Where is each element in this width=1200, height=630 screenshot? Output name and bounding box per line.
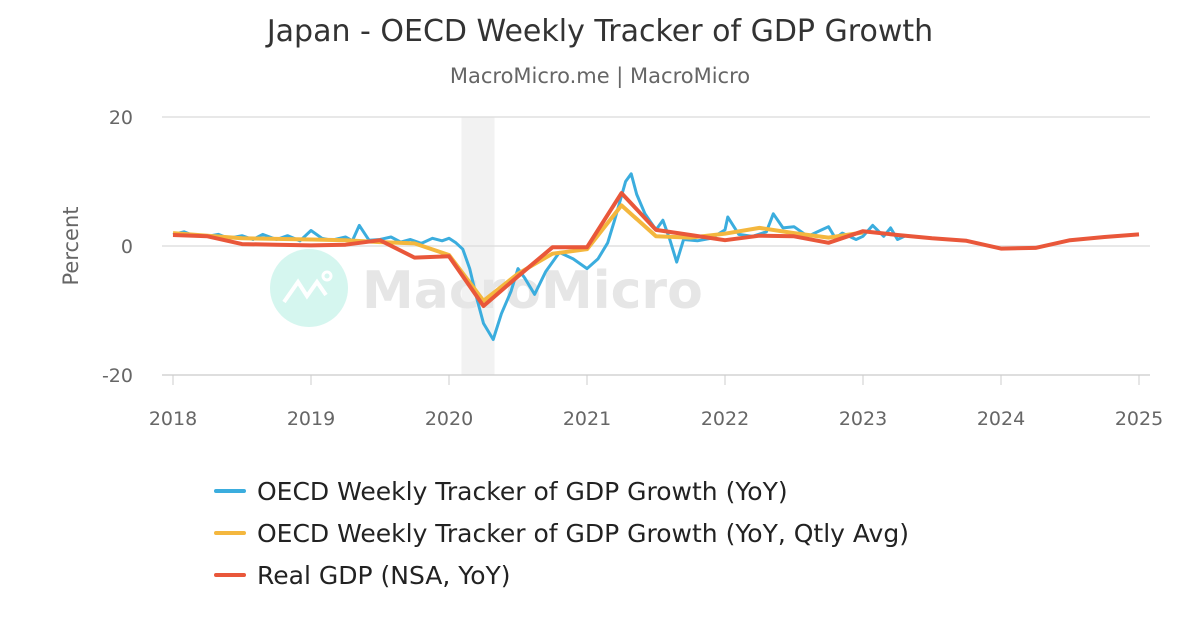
watermark-logo-dot [321, 270, 333, 282]
legend-swatch [214, 573, 246, 577]
y-tick-label: 20 [109, 107, 133, 129]
x-tick-label: 2024 [977, 408, 1025, 430]
legend-label: OECD Weekly Tracker of GDP Growth (YoY) [257, 476, 788, 506]
legend: OECD Weekly Tracker of GDP Growth (YoY) O… [214, 470, 909, 596]
series-line-0 [172, 172, 906, 341]
x-tick-label: 2019 [287, 408, 335, 430]
watermark-logo [270, 249, 348, 327]
x-tick-label: 2022 [701, 408, 749, 430]
legend-swatch [214, 531, 246, 535]
y-tick-label: -20 [102, 365, 133, 387]
legend-item[interactable]: OECD Weekly Tracker of GDP Growth (YoY) [214, 470, 909, 512]
legend-swatch [214, 489, 246, 493]
x-tick-label: 2025 [1115, 408, 1163, 430]
y-axis-label: Percent [59, 206, 83, 285]
chart-subtitle: MacroMicro.me | MacroMicro [449, 64, 751, 88]
legend-item[interactable]: Real GDP (NSA, YoY) [214, 554, 909, 596]
legend-item[interactable]: OECD Weekly Tracker of GDP Growth (YoY, … [214, 512, 909, 554]
y-tick-label: 0 [121, 236, 133, 258]
legend-label: OECD Weekly Tracker of GDP Growth (YoY, … [257, 518, 909, 548]
x-tick-label: 2021 [563, 408, 611, 430]
legend-label: Real GDP (NSA, YoY) [257, 560, 511, 590]
x-tick-label: 2023 [839, 408, 887, 430]
x-tick-label: 2020 [425, 408, 473, 430]
chart-title: Japan - OECD Weekly Tracker of GDP Growt… [266, 14, 934, 49]
x-tick-label: 2018 [149, 408, 197, 430]
series-line-2 [172, 191, 1140, 308]
watermark-logo-icon [282, 278, 328, 304]
